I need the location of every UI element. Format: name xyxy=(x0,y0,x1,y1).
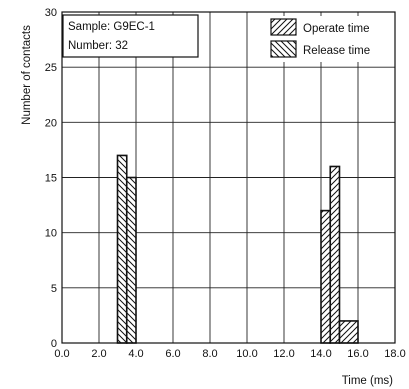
x-tick-label: 0.0 xyxy=(54,348,69,360)
tick-labels: 0.0 2.0 4.0 6.0 8.0 10.0 12.0 14.0 16.0 18.0 0 5 10 1… xyxy=(45,7,406,360)
number-label: Number: 32 xyxy=(68,40,128,52)
y-tick-label: 10 xyxy=(45,228,57,240)
y-axis-label: Number of contacts xyxy=(21,25,33,125)
y-tick-label: 25 xyxy=(45,62,57,74)
legend-label-release: Release time xyxy=(303,45,370,57)
x-tick-label: 6.0 xyxy=(165,348,180,360)
x-tick-label: 2.0 xyxy=(91,348,106,360)
y-tick-label: 0 xyxy=(51,338,57,350)
y-tick-label: 5 xyxy=(51,283,57,295)
legend-swatch-release xyxy=(270,40,297,58)
x-tick-label: 16.0 xyxy=(347,348,368,360)
x-tick-label: 4.0 xyxy=(128,348,143,360)
sample-label: Sample: G9EC-1 xyxy=(68,21,155,33)
histogram-bar xyxy=(329,165,341,344)
histogram-bar xyxy=(125,176,137,344)
histogram-bar xyxy=(320,209,332,344)
x-tick-label: 18.0 xyxy=(384,348,405,360)
x-tick-label: 14.0 xyxy=(310,348,331,360)
legend-swatch-operate xyxy=(270,18,297,36)
y-tick-label: 20 xyxy=(45,117,57,129)
x-axis-label: Time (ms) xyxy=(342,375,393,387)
y-tick-label: 15 xyxy=(45,173,57,185)
x-tick-label: 10.0 xyxy=(236,348,257,360)
x-tick-label: 8.0 xyxy=(202,348,217,360)
histogram-bar xyxy=(338,320,359,344)
bars xyxy=(116,154,359,344)
legend-label-operate: Operate time xyxy=(303,23,369,35)
x-tick-label: 12.0 xyxy=(273,348,294,360)
sample-info-frame xyxy=(62,14,199,58)
histogram-bar xyxy=(116,154,128,344)
y-tick-label: 30 xyxy=(45,7,57,19)
sample-info-box: Sample: G9EC-1 Number: 32 xyxy=(62,14,199,58)
legend: Operate time Release time xyxy=(264,16,392,62)
plot-frame xyxy=(61,11,396,344)
